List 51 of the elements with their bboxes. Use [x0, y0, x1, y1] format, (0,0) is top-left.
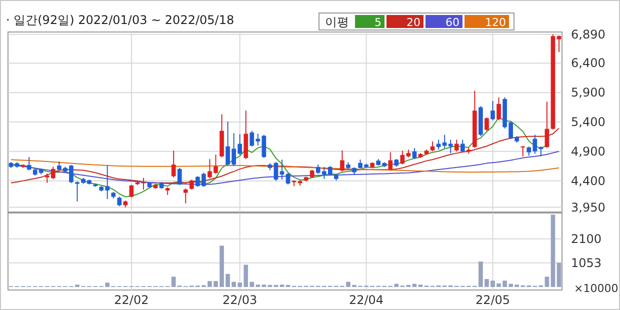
candlestick — [177, 167, 182, 186]
x-tick-label: 22/05 — [475, 293, 510, 307]
text: 20 — [406, 16, 420, 29]
candlestick — [189, 179, 194, 190]
candlestick — [141, 177, 146, 190]
candlestick — [262, 134, 266, 158]
candlestick — [286, 172, 290, 185]
text: 120 — [485, 16, 506, 29]
y-tick-label: 5,400 — [571, 115, 606, 129]
candlestick — [171, 150, 176, 178]
legend-title: 이평 — [325, 15, 349, 29]
x-tick-label: 22/02 — [114, 293, 149, 307]
candlestick — [274, 162, 278, 182]
candlestick — [430, 140, 435, 152]
candlestick — [454, 139, 459, 152]
text: 60 — [446, 16, 460, 29]
y-tick-label: 6,400 — [571, 56, 606, 70]
x-tick-label: 22/04 — [348, 293, 384, 307]
bar — [556, 262, 562, 287]
candlestick — [117, 196, 122, 207]
bar — [544, 276, 550, 287]
candlestick — [183, 188, 188, 204]
y-tick-label: 4,900 — [571, 144, 606, 158]
y-tick-label: 2100 — [571, 232, 602, 246]
line-series — [10, 150, 560, 185]
candlestick — [496, 96, 501, 121]
line-series — [10, 128, 560, 184]
text: 5 — [374, 16, 382, 29]
y-tick-label: 6,890 — [571, 27, 606, 42]
y-tick-label: 3,950 — [571, 200, 606, 214]
candlestick — [520, 146, 526, 157]
candlestick — [400, 150, 405, 165]
candlestick — [556, 35, 562, 52]
bar — [550, 214, 556, 287]
candlestick — [340, 150, 344, 172]
candlestick — [412, 148, 417, 160]
candlestick — [538, 146, 544, 157]
x-tick-label: 22/03 — [222, 293, 258, 307]
candlestick — [388, 152, 393, 171]
y-tick-label: 4,400 — [571, 174, 606, 188]
y-axis-title: ×10000 — [574, 282, 618, 295]
y-tick-label: 5,900 — [571, 86, 606, 100]
y-tick-label: 1053 — [571, 256, 602, 270]
candlestick — [280, 159, 284, 180]
candlestick — [129, 184, 134, 198]
candlestick — [460, 139, 465, 152]
candlestick — [490, 100, 495, 121]
chart-title: · 일간(92일) 2022/01/03 ~ 2022/05/18 — [6, 13, 234, 27]
candlestick — [448, 139, 453, 154]
candlestick — [484, 116, 489, 132]
candlestick — [544, 101, 550, 148]
